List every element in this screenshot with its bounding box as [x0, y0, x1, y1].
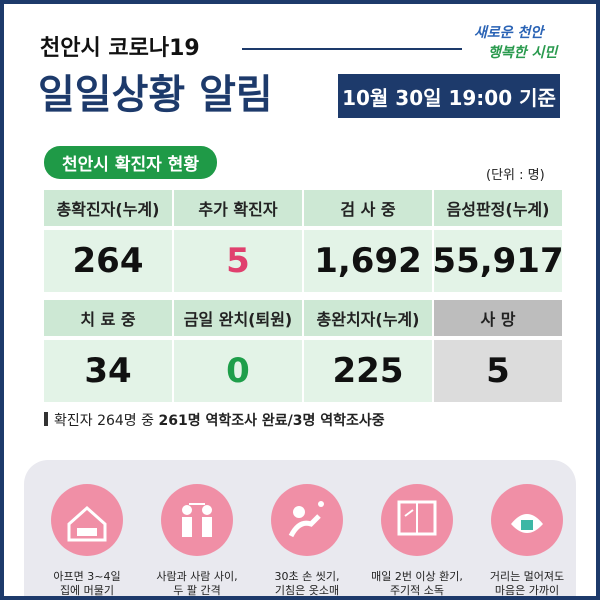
tip-icon: [271, 484, 343, 556]
table-value: 225: [304, 340, 432, 402]
tip: 아프면 3~4일 집에 머물기: [32, 480, 142, 597]
subtitle: 천안시 코로나19: [40, 36, 200, 61]
table-value: 34: [44, 340, 172, 402]
note-bold: 261명 역학조사 완료/3명 역학조사중: [158, 413, 385, 429]
tip-line: 아프면 3~4일: [53, 570, 121, 583]
logo-1: 새로운 천안: [474, 25, 544, 41]
tip-line: 집에 머물기: [59, 584, 115, 597]
tip-line: 두 팔 간격: [173, 584, 221, 597]
date-badge: 10월 30일 19:00 기준: [338, 74, 560, 118]
tip: 30초 손 씻기, 기침은 옷소매: [252, 480, 362, 597]
table-label: 검 사 중: [304, 190, 432, 226]
tip-text: 매일 2번 이상 환기, 주기적 소독: [362, 570, 472, 597]
tip-icon: [51, 484, 123, 556]
tip-text: 사람과 사람 사이,두 팔 간격건강 거리 두기: [142, 570, 252, 597]
table-label: 사 망: [434, 300, 562, 336]
tip-line: 주기적 소독: [389, 584, 445, 597]
tip-line: 사람과 사람 사이,: [156, 570, 238, 583]
table-label: 음성판정(누계): [434, 190, 562, 226]
note: 확진자 264명 중 261명 역학조사 완료/3명 역학조사중: [54, 410, 385, 430]
tip-text: 거리는 멀어져도 마음은 가까이: [472, 570, 582, 597]
table-value: 5: [174, 230, 302, 292]
table-label: 총확진자(누계): [44, 190, 172, 226]
tip-text: 아프면 3~4일 집에 머물기: [32, 570, 142, 597]
tip-icon: [381, 484, 453, 556]
bullet: [44, 412, 48, 426]
table-value: 264: [44, 230, 172, 292]
table-label: 금일 완치(퇴원): [174, 300, 302, 336]
tip: 거리는 멀어져도 마음은 가까이: [472, 480, 582, 597]
table-value: 1,692: [304, 230, 432, 292]
table-label: 치 료 중: [44, 300, 172, 336]
title: 일일상황 알림: [38, 72, 273, 118]
tip-line: 30초 손 씻기,: [274, 570, 340, 583]
tip-icon: [491, 484, 563, 556]
table-label: 총완치자(누계): [304, 300, 432, 336]
logo-2: 행복한 시민: [488, 45, 558, 61]
table-value: 55,917: [432, 230, 564, 292]
tip: 사람과 사람 사이,두 팔 간격건강 거리 두기: [142, 480, 252, 597]
section-label: 천안시 확진자 현황: [44, 146, 217, 179]
tip-line: 거리는 멀어져도: [489, 570, 565, 583]
tip-icon: [161, 484, 233, 556]
table-value: 5: [434, 340, 562, 402]
tip-text: 30초 손 씻기, 기침은 옷소매: [252, 570, 362, 597]
tip-line: 마음은 가까이: [494, 584, 560, 597]
table-label: 추가 확진자: [174, 190, 302, 226]
unit: (단위 : 명): [486, 168, 545, 183]
tip-line: 매일 2번 이상 환기,: [371, 570, 463, 583]
table-value: 0: [174, 340, 302, 402]
tip: 매일 2번 이상 환기, 주기적 소독: [362, 480, 472, 597]
rule: [242, 48, 462, 50]
tip-line: 기침은 옷소매: [274, 584, 340, 597]
note-lead: 확진자 264명 중: [54, 413, 155, 429]
